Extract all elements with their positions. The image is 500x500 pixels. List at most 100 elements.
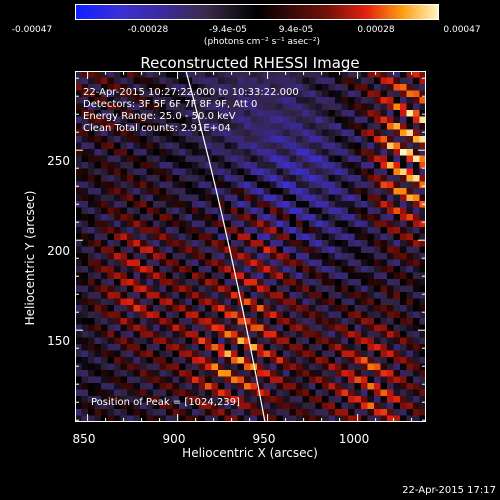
heatmap-cell [257,227,264,234]
heatmap-cell [354,129,362,137]
heatmap-cell [133,344,141,351]
heatmap-cell [276,71,284,78]
heatmap-cell [270,181,277,189]
heatmap-cell [341,175,349,182]
heatmap-cell [289,129,297,137]
heatmap-cell [114,370,121,377]
heatmap-cell [94,142,102,150]
heatmap-cell [270,188,277,195]
heatmap-cell [361,71,368,78]
heatmap-cell [354,214,362,221]
heatmap-cell [400,370,407,377]
heatmap-cell [302,240,310,247]
heatmap-cell [413,84,420,91]
heatmap-cell [250,116,258,124]
heatmap-cell [81,90,89,98]
heatmap-cell [328,71,336,78]
heatmap-cell [107,272,115,280]
heatmap-cell [231,181,238,189]
heatmap-cell [107,383,115,390]
heatmap-cell [185,214,193,221]
heatmap-cell [302,376,310,384]
heatmap-cell [315,253,323,260]
heatmap-cell [328,168,336,176]
heatmap-cell [296,233,303,241]
heatmap-cell [140,142,147,150]
heatmap-cell [159,357,167,364]
heatmap-cell [302,207,310,215]
heatmap-cell [185,376,193,384]
heatmap-cell [367,409,375,416]
heatmap-cell [250,272,258,280]
heatmap-cell [159,240,167,247]
heatmap-cell [127,227,134,234]
heatmap-cell [218,292,225,299]
heatmap-cell [413,103,420,111]
heatmap-cell [231,272,238,280]
heatmap-cell [257,175,264,182]
heatmap-cell [276,318,284,325]
heatmap-cell [257,116,264,124]
heatmap-cell [179,149,186,156]
heatmap-cell [263,337,271,345]
heatmap-cell [101,162,108,169]
heatmap-cell [328,376,336,384]
heatmap-cell [166,272,173,280]
heatmap-cell [127,246,134,254]
heatmap-cell [406,240,414,247]
heatmap-cell [361,383,368,390]
heatmap-cell [205,318,212,325]
heatmap-cell [107,259,115,267]
heatmap-cell [328,285,336,293]
heatmap-cell [140,311,147,319]
heatmap-cell [283,402,290,410]
heatmap-cell [75,337,82,345]
heatmap-cell [114,123,121,130]
heatmap-cell [367,136,375,143]
heatmap-cell [380,233,388,241]
heatmap-cell [153,285,160,293]
heatmap-cell [374,415,381,422]
heatmap-cell [94,188,102,195]
heatmap-cell [166,415,173,422]
heatmap-cell [393,337,401,345]
heatmap-cell [114,298,121,306]
heatmap-cell [257,344,264,351]
heatmap-cell [341,409,349,416]
heatmap-cell [114,168,121,176]
heatmap-cell [374,311,381,319]
heatmap-cell [328,344,336,351]
heatmap-cell [166,409,173,416]
heatmap-cell [380,227,388,234]
heatmap-cell [374,155,381,163]
heatmap-cell [322,201,329,208]
heatmap-cell [120,383,128,390]
heatmap-cell [393,116,401,124]
heatmap-cell [198,402,206,410]
heatmap-cell [114,77,121,85]
heatmap-cell [198,214,206,221]
heatmap-cell [413,383,420,390]
heatmap-cell [309,123,316,130]
heatmap-cell [159,415,167,422]
heatmap-cell [374,370,381,377]
heatmap-cell [374,103,381,111]
heatmap-cell [166,376,173,384]
heatmap-cell [374,220,381,228]
heatmap-cell [140,149,147,156]
heatmap-cell [107,90,115,98]
heatmap-cell [250,402,258,410]
heatmap-cell [198,142,206,150]
heatmap-cell [146,97,154,104]
heatmap-cell [172,201,180,208]
heatmap-cell [75,77,82,85]
heatmap-cell [185,155,193,163]
heatmap-cell [257,324,264,332]
heatmap-cell [406,415,414,422]
heatmap-cell [400,201,407,208]
heatmap-cell [146,253,154,260]
heatmap-cell [179,409,186,416]
heatmap-cell [309,337,316,345]
heatmap-cell [172,155,180,163]
heatmap-cell [309,370,316,377]
